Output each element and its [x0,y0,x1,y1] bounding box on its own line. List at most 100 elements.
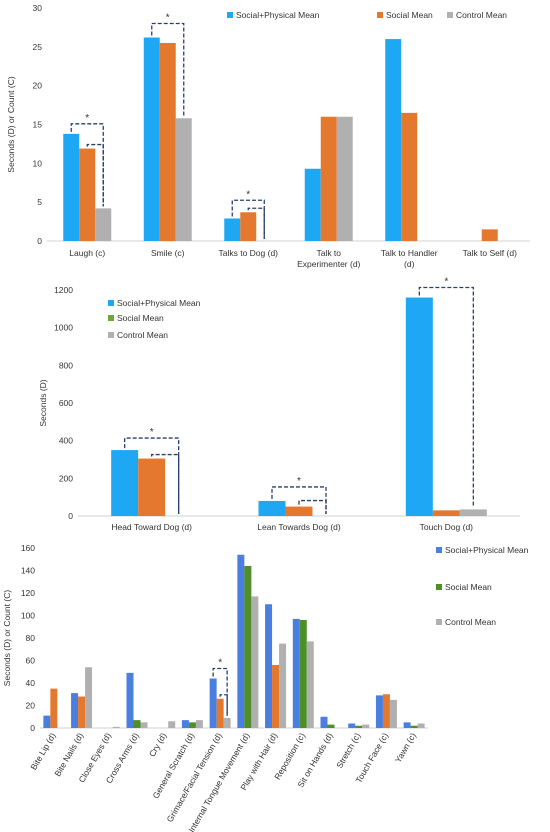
y-tick-label: 30 [33,3,43,13]
x-tick-label: Stretch (c) [334,731,362,770]
bar-social-mean-5 [481,229,498,241]
y-tick-label: 600 [59,398,73,408]
y-tick-label: 20 [26,701,36,711]
y-tick-label: 1200 [54,285,73,295]
bar-social-physical-mean-4 [385,39,402,241]
y-tick-label: 100 [21,611,35,621]
y-tick-label: 160 [21,543,35,553]
legend-label: Social Mean [445,582,492,592]
bar-social-mean-1 [159,42,176,242]
legend-label: Social Mean [117,313,164,323]
legend-label: Social+Physical Mean [117,298,201,308]
legend-swatch [436,547,442,553]
x-tick-label: Talk to Self (d) [463,248,517,258]
bar-control-mean-13 [417,723,425,728]
legend-swatch [108,332,114,338]
y-tick-label: 15 [33,120,43,130]
bar-social-physical-mean-1 [258,500,286,516]
x-tick-label: Bite Lip (d) [28,731,57,772]
y-tick-label: 120 [21,588,35,598]
significance-star: * [85,113,89,124]
significance-bracket [151,453,180,514]
bar-social-mean-6 [216,698,224,728]
significance-bracket [212,667,228,716]
significance-star: * [166,13,170,24]
legend-label: Social+Physical Mean [236,10,320,20]
significance-star: * [246,189,250,200]
bar-social-mean-5 [188,722,196,728]
bar-control-mean-0 [95,208,112,241]
x-tick-label: Touch Dog (d) [420,522,474,532]
significance-bracket [151,22,185,117]
x-tick-label: Laugh (c) [69,248,105,258]
y-axis-title: Seconds (D) or Count (C) [2,590,12,687]
bar-control-mean-8 [279,643,287,728]
y-tick-label: 200 [59,473,73,483]
bar-social-mean-12 [382,694,390,728]
legend-swatch [436,619,442,625]
bar-control-mean-6 [223,717,231,728]
bar-social-physical-mean-0 [63,133,80,241]
bar-social-physical-mean-10 [320,716,328,728]
bar-social-physical-mean-12 [375,695,383,728]
x-tick-label: Talk to Experimenter (d) [297,248,360,269]
bar-social-mean-0 [50,688,58,728]
bar-control-mean-7 [251,596,259,728]
bar-social-mean-11 [355,725,363,728]
y-tick-label: 0 [30,723,35,733]
bar-control-mean-3 [140,722,148,728]
chart-1: 0 5 10 15 20 25 30 Seconds (D) or Count (C) Laug… [6,3,530,269]
bar-social-mean-4 [401,112,418,241]
bar-social-physical-mean-6 [209,678,217,728]
significance-star: * [218,658,222,669]
bar-social-physical-mean-0 [111,450,139,516]
bar-social-physical-mean-13 [403,722,411,728]
bar-social-physical-mean-1 [143,37,160,241]
legend-swatch [447,12,453,18]
bar-social-mean-1 [285,506,313,516]
legend-label: Social Mean [386,10,433,20]
bar-control-mean-9 [306,641,314,728]
legend-label: Control Mean [456,10,507,20]
y-tick-label: 80 [26,633,36,643]
significance-star: * [150,427,154,438]
bar-social-mean-2 [432,510,460,516]
significance-bracket [124,437,180,514]
bar-social-mean-3 [320,116,337,241]
y-tick-label: 20 [33,81,43,91]
bar-control-mean-2 [112,726,120,728]
legend-swatch [436,584,442,590]
x-tick-label: Lean Towards Dog (d) [257,522,341,532]
bar-social-physical-mean-9 [292,618,300,728]
bar-social-physical-mean-3 [126,672,134,728]
legend-swatch [108,315,114,321]
bar-social-mean-7 [244,566,252,728]
legend-swatch [377,12,383,18]
x-tick-label: Cry (d) [147,731,169,759]
chart-3: 0 20 40 60 80 100 120 140 160 Seconds (D) or Coun… [2,543,529,832]
significance-bracket [231,199,265,239]
x-tick-label: Smile (c) [151,248,185,258]
y-tick-label: 800 [59,360,73,370]
x-tick-label: Talk to Handler (d) [381,248,438,269]
significance-bracket [418,286,474,508]
x-tick-label: Talks to Dog (d) [218,248,278,258]
bar-control-mean-1 [85,667,93,728]
y-tick-label: 140 [21,566,35,576]
significance-bracket [219,694,228,716]
bar-social-mean-8 [272,665,280,728]
bar-social-physical-mean-2 [224,218,241,241]
y-tick-label: 1000 [54,323,73,333]
bar-social-physical-mean-2 [405,297,433,516]
significance-bracket [247,207,265,239]
bar-control-mean-3 [336,116,353,241]
bar-social-physical-mean-3 [304,168,321,241]
bar-social-mean-10 [327,724,335,728]
y-tick-label: 5 [37,197,42,207]
bar-social-mean-3 [133,720,141,728]
bar-social-mean-2 [240,212,257,241]
x-tick-label: Yawn (c) [393,731,418,765]
legend-swatch [108,300,114,306]
bar-social-physical-mean-0 [43,715,51,728]
